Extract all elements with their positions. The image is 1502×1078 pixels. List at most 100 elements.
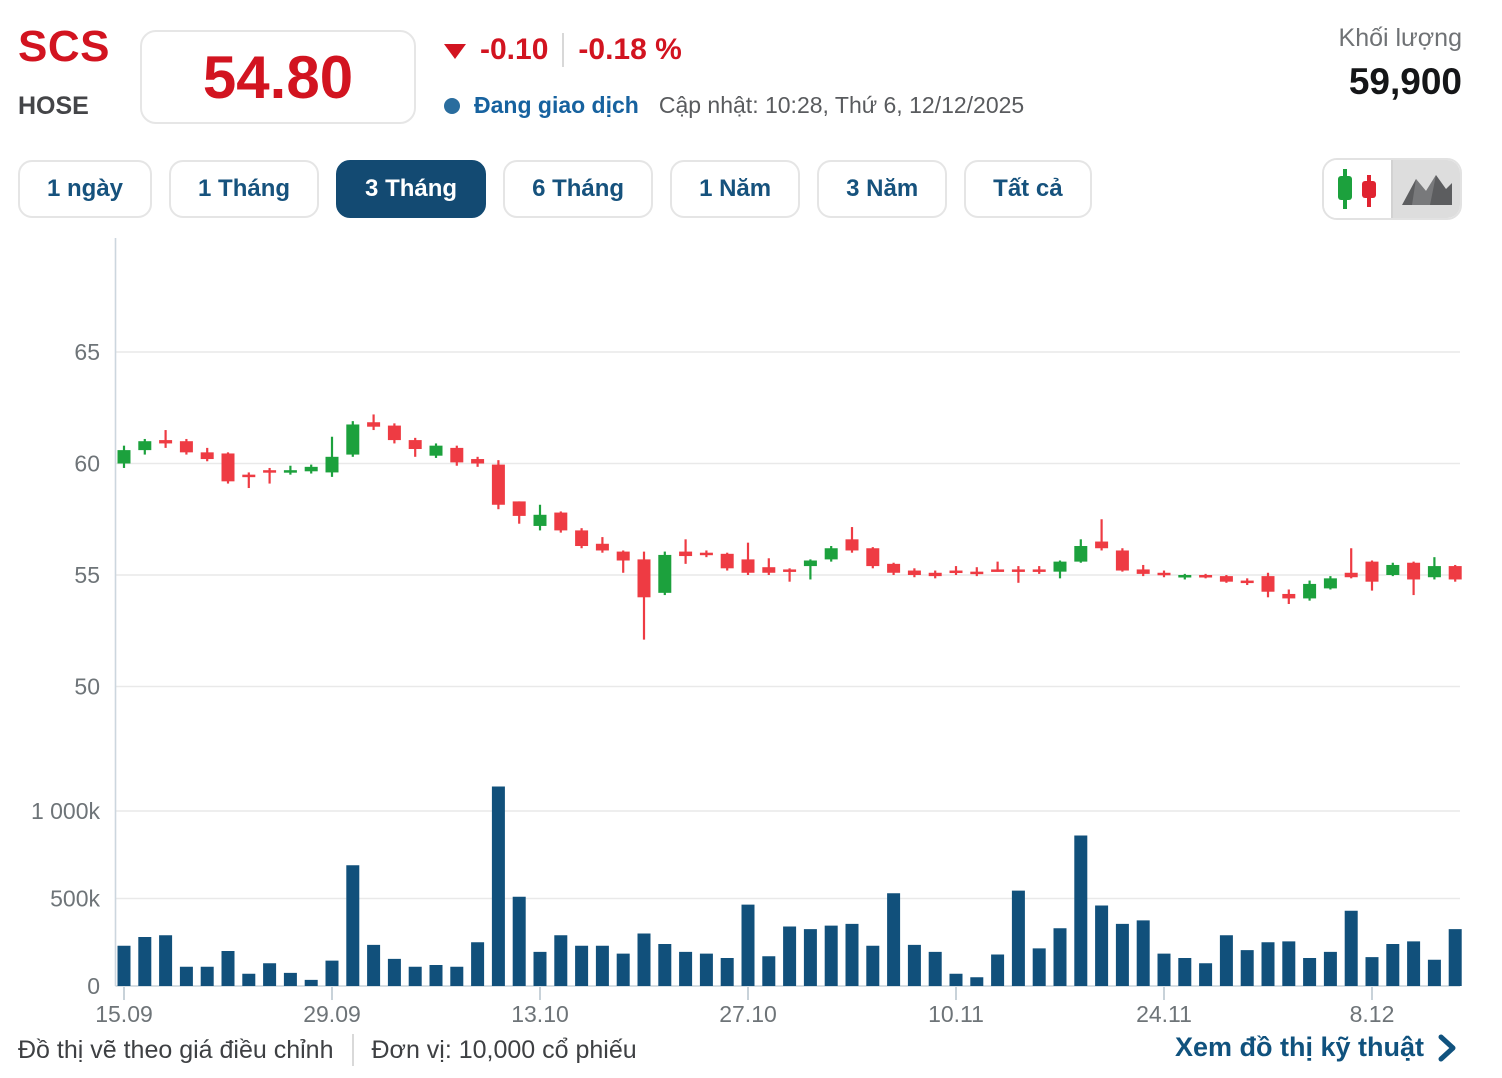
- volume-bar-60[interactable]: [1365, 957, 1379, 986]
- candle-13[interactable]: [387, 425, 401, 441]
- candle-8[interactable]: [283, 470, 297, 473]
- volume-bar-59[interactable]: [1344, 910, 1358, 986]
- candle-51[interactable]: [1178, 575, 1192, 578]
- volume-bar-40[interactable]: [949, 973, 963, 986]
- volume-bar-57[interactable]: [1303, 958, 1317, 986]
- volume-bar-0[interactable]: [117, 945, 131, 986]
- volume-bar-39[interactable]: [928, 951, 942, 986]
- volume-bar-4[interactable]: [200, 966, 214, 986]
- candle-34[interactable]: [824, 548, 838, 560]
- volume-bar-56[interactable]: [1282, 941, 1296, 986]
- candle-62[interactable]: [1407, 562, 1421, 580]
- candle-0[interactable]: [117, 450, 131, 464]
- range-button-5[interactable]: 1 Năm: [670, 160, 801, 218]
- volume-bar-58[interactable]: [1323, 951, 1337, 986]
- candle-26[interactable]: [658, 554, 672, 593]
- volume-bar-27[interactable]: [679, 951, 693, 986]
- volume-bar-45[interactable]: [1053, 928, 1067, 986]
- candle-30[interactable]: [741, 559, 755, 573]
- volume-bar-61[interactable]: [1386, 944, 1400, 986]
- candlestick-volume-chart[interactable]: 65 60 55 50 1 000k 500k 015.09 29.09 13.10 27.10 1…: [0, 228, 1502, 1028]
- candle-7[interactable]: [263, 470, 277, 473]
- candle-55[interactable]: [1261, 576, 1275, 592]
- candle-38[interactable]: [907, 570, 921, 575]
- candle-19[interactable]: [512, 501, 526, 516]
- volume-bar-62[interactable]: [1407, 941, 1421, 986]
- area-icon[interactable]: [1391, 160, 1460, 218]
- volume-bar-19[interactable]: [512, 896, 526, 986]
- volume-bar-55[interactable]: [1261, 942, 1275, 986]
- candle-32[interactable]: [783, 569, 797, 572]
- volume-bar-52[interactable]: [1199, 963, 1213, 986]
- volume-bar-53[interactable]: [1219, 935, 1233, 986]
- volume-bar-38[interactable]: [907, 944, 921, 986]
- candle-39[interactable]: [928, 572, 942, 577]
- volume-bar-18[interactable]: [491, 786, 505, 987]
- candle-31[interactable]: [762, 567, 776, 573]
- candle-45[interactable]: [1053, 561, 1067, 572]
- range-button-1[interactable]: 1 ngày: [18, 160, 153, 218]
- technical-chart-link[interactable]: Xem đồ thị kỹ thuật: [1175, 1032, 1458, 1063]
- candle-58[interactable]: [1323, 578, 1337, 589]
- candle-44[interactable]: [1032, 569, 1046, 572]
- volume-bar-25[interactable]: [637, 933, 651, 987]
- volume-bar-5[interactable]: [221, 951, 235, 986]
- range-button-7[interactable]: Tất cả: [964, 160, 1092, 218]
- volume-bar-15[interactable]: [429, 965, 443, 986]
- volume-bar-20[interactable]: [533, 951, 547, 986]
- volume-bar-28[interactable]: [699, 953, 713, 986]
- candle-15[interactable]: [429, 445, 443, 456]
- candle-27[interactable]: [679, 551, 693, 557]
- candle-60[interactable]: [1365, 561, 1379, 582]
- candle-59[interactable]: [1344, 572, 1358, 578]
- candle-25[interactable]: [637, 559, 651, 598]
- volume-bar-35[interactable]: [845, 923, 859, 986]
- volume-bar-63[interactable]: [1427, 959, 1441, 986]
- candle-4[interactable]: [200, 452, 214, 460]
- volume-bar-16[interactable]: [450, 966, 464, 986]
- volume-bar-7[interactable]: [263, 963, 277, 986]
- volume-bar-34[interactable]: [824, 925, 838, 986]
- candle-46[interactable]: [1074, 546, 1088, 562]
- volume-bar-22[interactable]: [575, 945, 589, 986]
- candle-28[interactable]: [699, 552, 713, 556]
- volume-bar-10[interactable]: [325, 960, 339, 986]
- volume-bar-30[interactable]: [741, 904, 755, 986]
- candle-1[interactable]: [138, 441, 152, 451]
- volume-bar-48[interactable]: [1115, 923, 1129, 986]
- candle-64[interactable]: [1448, 566, 1462, 580]
- candle-61[interactable]: [1386, 564, 1400, 575]
- candle-18[interactable]: [491, 464, 505, 505]
- volume-bar-11[interactable]: [346, 865, 360, 986]
- volume-bar-14[interactable]: [408, 966, 422, 986]
- volume-bar-49[interactable]: [1136, 920, 1150, 986]
- range-button-2[interactable]: 1 Tháng: [169, 160, 320, 218]
- candle-48[interactable]: [1115, 550, 1129, 571]
- candle-37[interactable]: [887, 563, 901, 573]
- volume-bar-3[interactable]: [179, 966, 193, 986]
- volume-bar-42[interactable]: [991, 954, 1005, 987]
- candle-49[interactable]: [1136, 569, 1150, 574]
- candle-17[interactable]: [471, 459, 485, 464]
- candle-20[interactable]: [533, 514, 547, 526]
- volume-bar-44[interactable]: [1032, 948, 1046, 986]
- candle-24[interactable]: [616, 551, 630, 561]
- candle-53[interactable]: [1219, 576, 1233, 582]
- candle-47[interactable]: [1095, 541, 1109, 549]
- candle-41[interactable]: [970, 571, 984, 575]
- volume-bar-41[interactable]: [970, 977, 984, 986]
- volume-bar-17[interactable]: [471, 942, 485, 986]
- candle-21[interactable]: [554, 512, 568, 531]
- candle-43[interactable]: [1011, 569, 1025, 572]
- range-button-4[interactable]: 6 Tháng: [503, 160, 654, 218]
- volume-bar-1[interactable]: [138, 937, 152, 986]
- volume-bar-23[interactable]: [595, 945, 609, 986]
- candle-14[interactable]: [408, 440, 422, 450]
- candle-10[interactable]: [325, 456, 339, 473]
- volume-bar-8[interactable]: [283, 972, 297, 986]
- candle-42[interactable]: [991, 569, 1005, 572]
- range-button-3[interactable]: 3 Tháng: [336, 160, 487, 218]
- volume-bar-26[interactable]: [658, 944, 672, 986]
- volume-bar-33[interactable]: [803, 929, 817, 986]
- candlestick-icon[interactable]: [1324, 160, 1391, 218]
